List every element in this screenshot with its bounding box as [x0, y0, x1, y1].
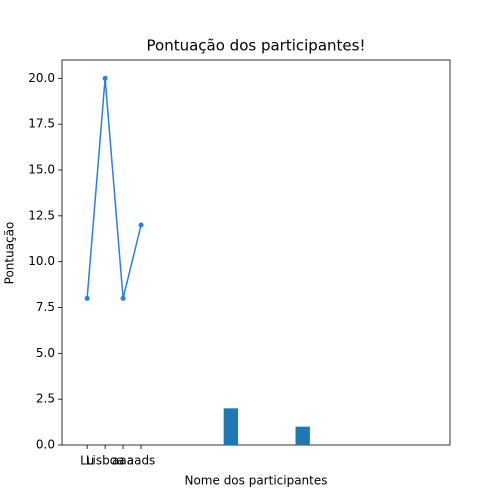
marker: [138, 222, 144, 228]
plot-frame: [61, 59, 451, 446]
y-tick-label: 15.0: [28, 163, 55, 177]
marker: [102, 75, 108, 81]
bar: [295, 426, 310, 445]
y-tick-label: 0.0: [36, 438, 55, 452]
y-tick-label: 10.0: [28, 254, 55, 268]
chart-title: Pontuação dos participantes!: [147, 37, 366, 55]
marker: [84, 295, 90, 301]
y-tick-label: 5.0: [36, 346, 55, 360]
x-tick-label: Lu: [80, 454, 94, 468]
marker: [120, 295, 126, 301]
y-tick-label: 12.5: [28, 208, 55, 222]
y-tick-label: 2.5: [36, 392, 55, 406]
y-tick-label: 7.5: [36, 300, 55, 314]
x-tick-label: Lisboa: [86, 454, 125, 468]
bar: [223, 408, 239, 445]
y-tick-label: 17.5: [28, 117, 55, 131]
line: [86, 78, 142, 299]
x-axis-label: Nome dos participantes: [184, 474, 327, 488]
y-axis-label: Pontuação: [3, 222, 17, 285]
y-tick-label: 20.0: [28, 71, 55, 85]
x-tick-label: aads: [127, 454, 156, 468]
x-tick-label: aaa: [112, 454, 134, 468]
